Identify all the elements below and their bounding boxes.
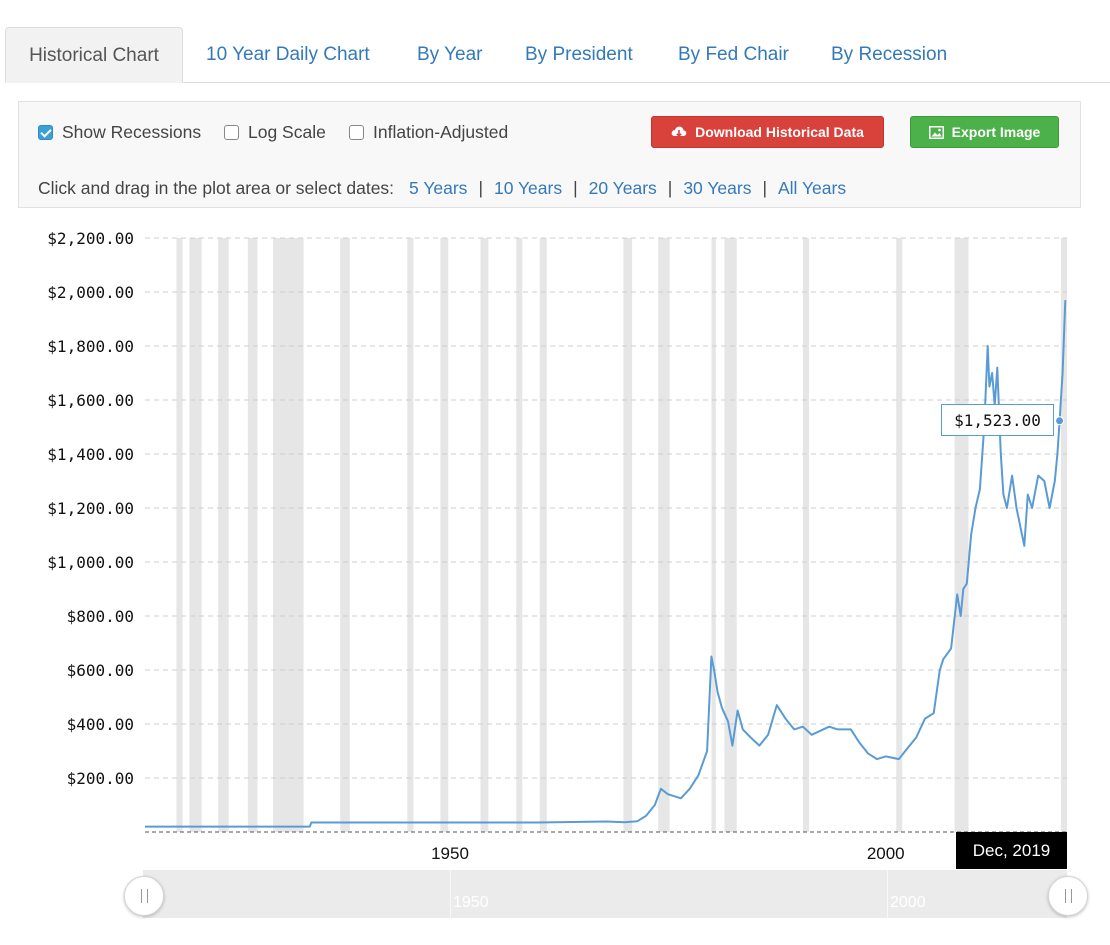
range-30-years-link[interactable]: 30 Years: [683, 178, 752, 198]
tab-by-year[interactable]: By Year: [417, 44, 483, 65]
recession-bands: [176, 238, 1067, 832]
navigator-label-1950: 1950: [453, 894, 489, 911]
recession-band: [340, 238, 350, 832]
range-20-years-link[interactable]: 20 Years: [588, 178, 657, 198]
y-tick-label: $200.00: [67, 769, 134, 788]
recession-band: [247, 238, 258, 832]
cloud-download-icon: [671, 126, 687, 138]
export-label: Export Image: [951, 124, 1041, 140]
tab-by-president[interactable]: By President: [525, 44, 633, 65]
show-recessions-label: Show Recessions: [62, 121, 202, 142]
recession-band: [218, 238, 229, 832]
range-separator: |: [573, 178, 578, 198]
y-tick-label: $1,600.00: [47, 391, 134, 410]
inflation-adjusted-checkbox[interactable]: Inflation-Adjusted: [349, 122, 508, 142]
range-prompt: Click and drag in the plot area or selec…: [38, 178, 395, 198]
chart-tabs: Historical Chart 10 Year Daily Chart By …: [5, 27, 1110, 83]
y-tick-label: $1,800.00: [47, 337, 134, 356]
x-axis-labels: 1950 2000: [431, 844, 905, 863]
y-tick-label: $600.00: [67, 661, 134, 680]
y-tick-label: $400.00: [67, 715, 134, 734]
show-recessions-checkbox[interactable]: Show Recessions: [38, 122, 201, 142]
navigator-left-handle[interactable]: [124, 876, 164, 916]
recession-band: [896, 238, 903, 832]
checkbox-unchecked-icon[interactable]: [224, 124, 239, 140]
checkbox-checked-icon[interactable]: [38, 124, 53, 140]
recession-band: [189, 238, 202, 832]
recession-band: [724, 238, 737, 832]
price-series: [145, 300, 1067, 828]
download-label: Download Historical Data: [695, 124, 864, 140]
x-tick-label: 1950: [431, 844, 469, 863]
range-separator: |: [667, 178, 673, 198]
chart-controls-panel: Show Recessions Log Scale Inflation-Adju…: [18, 101, 1081, 208]
tab-10-year-daily-chart[interactable]: 10 Year Daily Chart: [206, 44, 370, 65]
recession-band: [516, 238, 523, 832]
recession-band: [1060, 238, 1067, 832]
y-tick-label: $2,000.00: [47, 283, 134, 302]
tooltip-value: $1,523.00: [941, 404, 1054, 436]
range-all-years-link[interactable]: All Years: [778, 178, 847, 198]
y-tick-label: $1,000.00: [47, 553, 134, 572]
crosshair-date-label: Dec, 2019: [956, 832, 1067, 869]
tab-historical-chart[interactable]: Historical Chart: [5, 27, 183, 83]
hover-point-marker: [1055, 416, 1065, 426]
y-tick-label: $1,200.00: [47, 499, 134, 518]
recession-band: [623, 238, 633, 832]
tab-by-fed-chair[interactable]: By Fed Chair: [678, 44, 789, 65]
range-10-years-link[interactable]: 10 Years: [493, 178, 563, 198]
y-tick-label: $1,400.00: [47, 445, 134, 464]
navigator-gridline: [887, 870, 888, 918]
navigator-right-handle[interactable]: [1048, 876, 1088, 916]
range-5-years-link[interactable]: 5 Years: [409, 178, 468, 198]
y-tick-label: $2,200.00: [47, 229, 134, 248]
y-axis-labels: $2,200.00 $2,000.00 $1,800.00 $1,600.00 $1,4…: [47, 229, 134, 788]
recession-band: [440, 238, 449, 832]
log-scale-checkbox[interactable]: Log Scale: [224, 122, 326, 142]
grid-lines: [145, 237, 1067, 833]
recession-band: [802, 238, 810, 832]
recession-band: [711, 238, 716, 832]
navigator-label-2000: 2000: [890, 894, 926, 911]
recession-band: [954, 238, 969, 832]
price-line: [145, 300, 1067, 828]
range-navigator[interactable]: 1950 2000: [143, 870, 1067, 918]
download-historical-data-button[interactable]: Download Historical Data: [651, 116, 884, 148]
export-image-button[interactable]: Export Image: [910, 116, 1059, 148]
tab-by-recession[interactable]: By Recession: [831, 44, 948, 65]
recession-band: [407, 238, 414, 832]
recession-band: [658, 238, 670, 832]
y-tick-label: $800.00: [67, 607, 134, 626]
recession-band: [273, 238, 304, 832]
checkbox-unchecked-icon[interactable]: [349, 124, 364, 140]
inflation-adjusted-label: Inflation-Adjusted: [373, 121, 509, 142]
range-separator: |: [478, 178, 483, 198]
recession-band: [480, 238, 489, 832]
range-separator: |: [762, 178, 767, 198]
x-tick-label: 2000: [867, 844, 905, 863]
recession-band: [539, 238, 547, 832]
recession-band: [176, 238, 183, 832]
price-history-chart[interactable]: $2,200.00 $2,000.00 $1,800.00 $1,600.00 $1,4…: [0, 220, 1110, 870]
navigator-gridline: [450, 870, 451, 918]
date-range-selector: Click and drag in the plot area or selec…: [38, 178, 846, 199]
image-icon: [928, 125, 944, 139]
log-scale-label: Log Scale: [248, 121, 326, 142]
